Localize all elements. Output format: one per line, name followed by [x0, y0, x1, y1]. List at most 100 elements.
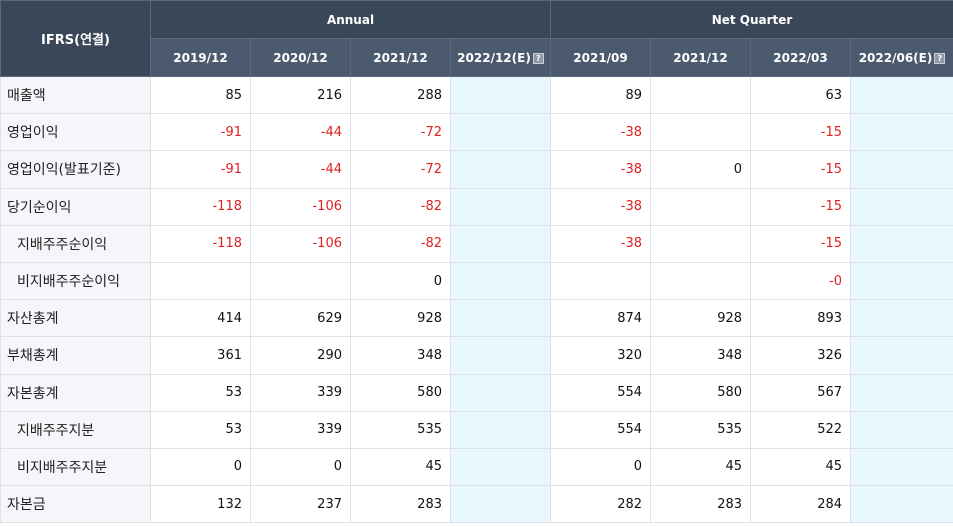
- value-cell: [150, 261, 251, 301]
- table-row: 영업이익 -91 -44 -72 -38 -15: [0, 113, 953, 152]
- value-cell: 320: [550, 336, 652, 375]
- value-cell: 326: [750, 336, 852, 375]
- value-cell: -38: [550, 224, 652, 263]
- value-cell: 580: [650, 373, 752, 412]
- value-cell: [650, 224, 752, 263]
- table-row: 지배주주지분 53 339 535 554 535 522: [0, 410, 953, 449]
- value-cell: 554: [550, 410, 652, 449]
- value-cell: 554: [550, 373, 652, 412]
- value-cell: [650, 187, 752, 226]
- table-row: 부채총계 361 290 348 320 348 326: [0, 336, 953, 375]
- value-cell: 414: [150, 299, 251, 338]
- annual-group-header: Annual: [149, 0, 552, 39]
- value-cell: -38: [550, 113, 652, 152]
- table-row: 자산총계 414 629 928 874 928 893: [0, 299, 953, 338]
- column-header-5: 2021/12: [650, 38, 752, 77]
- value-cell: 290: [250, 336, 351, 375]
- value-cell: -0: [750, 261, 852, 301]
- value-cell: 53: [150, 410, 251, 449]
- value-cell: [650, 113, 752, 152]
- help-icon[interactable]: ?: [532, 52, 544, 64]
- value-cell: 339: [250, 373, 351, 412]
- value-cell: [650, 75, 752, 115]
- table-row: 비지배주주지분 0 0 45 0 45 45: [0, 447, 953, 487]
- row-label: 부채총계: [0, 336, 151, 375]
- value-cell: 0: [250, 447, 351, 487]
- column-header-label: 2021/12: [673, 50, 728, 65]
- value-cell: 580: [350, 373, 451, 412]
- value-cell: -15: [750, 113, 852, 152]
- table-row: 비지배주주순이익 0 -0: [0, 261, 953, 301]
- value-cell: [250, 261, 351, 301]
- column-header-3: 2022/12(E)?: [449, 38, 552, 77]
- value-cell: -118: [150, 224, 251, 263]
- table-row: 당기순이익 -118 -106 -82 -38 -15: [0, 187, 953, 226]
- value-cell: -82: [350, 187, 451, 226]
- value-cell: 348: [350, 336, 451, 375]
- estimate-cell: [850, 410, 953, 449]
- table-row: 매출액 85 216 288 89 63: [0, 75, 953, 115]
- value-cell: 237: [250, 485, 351, 524]
- estimate-cell: [449, 75, 552, 115]
- row-label: 자산총계: [0, 299, 151, 338]
- column-header-label: 2019/12: [173, 50, 228, 65]
- estimate-cell: [850, 150, 953, 189]
- column-header-7: 2022/06(E)?: [850, 38, 953, 77]
- value-cell: -44: [250, 113, 351, 152]
- column-header-2: 2021/12: [350, 38, 451, 77]
- estimate-cell: [449, 410, 552, 449]
- estimate-cell: [449, 336, 552, 375]
- column-header-label: 2021/12: [373, 50, 428, 65]
- value-cell: 89: [550, 75, 652, 115]
- value-cell: 283: [350, 485, 451, 524]
- estimate-cell: [850, 485, 953, 524]
- value-cell: -91: [150, 113, 251, 152]
- help-icon[interactable]: ?: [934, 52, 946, 64]
- column-header-6: 2022/03: [750, 38, 852, 77]
- row-label: 자본금: [0, 485, 151, 524]
- value-cell: 522: [750, 410, 852, 449]
- estimate-cell: [449, 373, 552, 412]
- value-cell: 53: [150, 373, 251, 412]
- table-row: 자본금 132 237 283 282 283 284: [0, 485, 953, 524]
- row-label: 지배주주순이익: [0, 224, 151, 263]
- value-cell: 928: [350, 299, 451, 338]
- estimate-cell: [850, 373, 953, 412]
- value-cell: -106: [250, 224, 351, 263]
- row-label: 당기순이익: [0, 187, 151, 226]
- estimate-cell: [449, 299, 552, 338]
- value-cell: 339: [250, 410, 351, 449]
- value-cell: -118: [150, 187, 251, 226]
- value-cell: 0: [350, 261, 451, 301]
- value-cell: 361: [150, 336, 251, 375]
- value-cell: -15: [750, 187, 852, 226]
- row-label: 비지배주주지분: [0, 447, 151, 487]
- value-cell: 0: [150, 447, 251, 487]
- value-cell: 216: [250, 75, 351, 115]
- value-cell: 348: [650, 336, 752, 375]
- estimate-cell: [449, 261, 552, 301]
- estimate-cell: [850, 447, 953, 487]
- estimate-cell: [850, 187, 953, 226]
- value-cell: -82: [350, 224, 451, 263]
- row-label: 영업이익(발표기준): [0, 150, 151, 189]
- column-header-1: 2020/12: [250, 38, 351, 77]
- estimate-cell: [449, 485, 552, 524]
- value-cell: 567: [750, 373, 852, 412]
- value-cell: 283: [650, 485, 752, 524]
- value-cell: 63: [750, 75, 852, 115]
- column-header-label: 2022/03: [773, 50, 828, 65]
- value-cell: 45: [750, 447, 852, 487]
- estimate-cell: [850, 299, 953, 338]
- column-header-4: 2021/09: [550, 38, 652, 77]
- value-cell: 0: [650, 150, 752, 189]
- value-cell: -15: [750, 150, 852, 189]
- value-cell: -38: [550, 187, 652, 226]
- estimate-cell: [449, 447, 552, 487]
- value-cell: 132: [150, 485, 251, 524]
- value-cell: 45: [650, 447, 752, 487]
- value-cell: 928: [650, 299, 752, 338]
- value-cell: -15: [750, 224, 852, 263]
- row-label: 영업이익: [0, 113, 151, 152]
- table-row: 자본총계 53 339 580 554 580 567: [0, 373, 953, 412]
